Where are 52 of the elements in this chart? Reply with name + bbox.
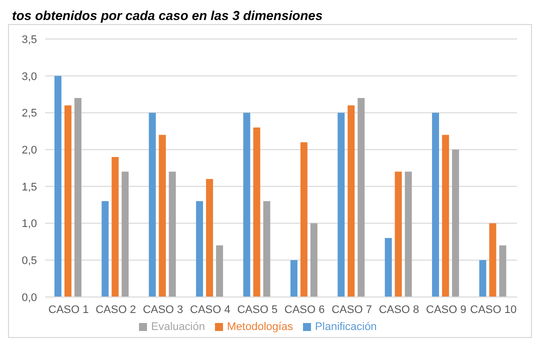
bar xyxy=(300,142,308,297)
legend-label: Metodologías xyxy=(227,321,294,333)
bar xyxy=(394,172,402,297)
x-tick-label: CASO 8 xyxy=(378,304,420,316)
x-tick-label: CASO 5 xyxy=(237,304,278,316)
bar xyxy=(206,179,214,297)
bar xyxy=(358,98,365,297)
bar xyxy=(442,134,450,297)
y-tick-label: 0,0 xyxy=(22,292,37,304)
chart-title: tos obtenidos por cada caso en las 3 dimensiones xyxy=(12,8,324,24)
x-tick-label: CASO 4 xyxy=(190,304,230,316)
bar xyxy=(112,156,119,297)
bar xyxy=(168,172,176,297)
bar xyxy=(54,76,62,297)
bar xyxy=(148,112,156,297)
bar xyxy=(452,150,460,297)
x-tick-label: CASO 3 xyxy=(142,304,184,316)
legend-label: Planificación xyxy=(315,321,377,333)
x-tick-label: CASO 9 xyxy=(426,304,466,316)
bar xyxy=(384,238,392,297)
legend-label: Evaluación xyxy=(151,321,205,333)
y-tick-label: 1,5 xyxy=(22,181,37,194)
bar xyxy=(310,223,318,297)
bar xyxy=(499,245,506,297)
bar xyxy=(338,112,345,297)
y-tick-label: 1,0 xyxy=(22,218,37,230)
bar xyxy=(243,112,250,297)
bar xyxy=(348,105,355,297)
x-tick-label: CASO 7 xyxy=(332,304,372,316)
bar xyxy=(122,172,129,297)
y-tick-label: 3,5 xyxy=(22,34,37,46)
y-tick-label: 2,5 xyxy=(22,108,37,120)
x-tick-label: CASO 6 xyxy=(284,304,325,316)
bar xyxy=(196,201,204,297)
y-tick-label: 0,5 xyxy=(22,255,37,268)
x-tick-label: CASO 2 xyxy=(96,304,136,316)
x-tick-label: CASO 10 xyxy=(470,304,517,316)
bar xyxy=(253,127,260,297)
x-tick-label: CASO 1 xyxy=(48,304,89,316)
y-tick-label: 2,0 xyxy=(22,144,37,156)
bar xyxy=(404,172,412,297)
bar xyxy=(74,98,82,297)
bar xyxy=(489,223,496,297)
bar xyxy=(216,245,224,297)
bar xyxy=(479,260,486,297)
bar xyxy=(64,105,72,297)
y-tick-label: 3,0 xyxy=(22,70,37,83)
bar xyxy=(102,201,109,297)
bar xyxy=(432,112,440,297)
bar xyxy=(263,201,270,297)
bar xyxy=(290,260,298,297)
bar xyxy=(158,134,166,297)
